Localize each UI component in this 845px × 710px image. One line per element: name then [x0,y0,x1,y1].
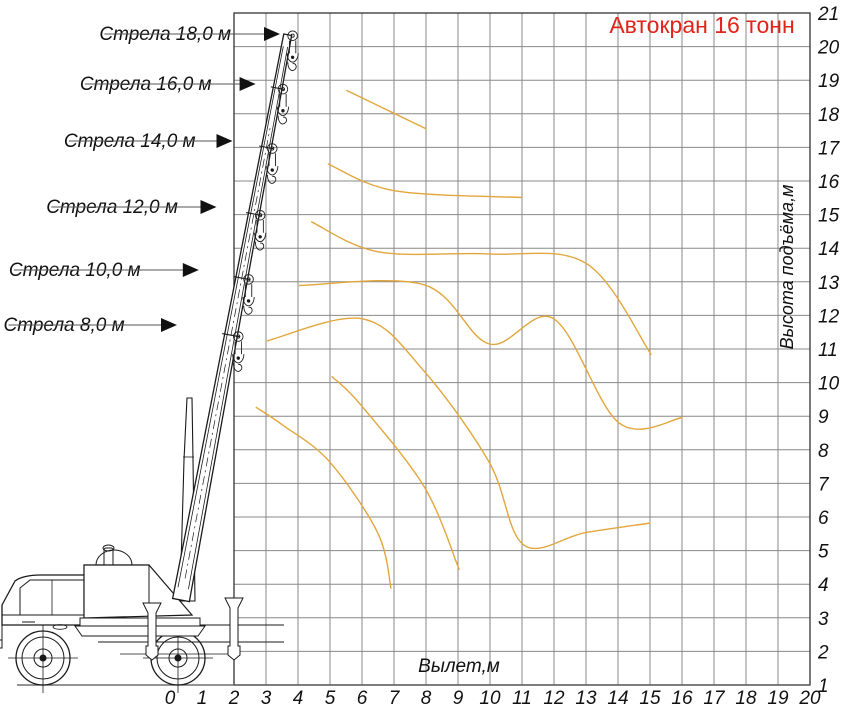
svg-text:9: 9 [453,688,464,709]
svg-text:7: 7 [818,474,830,495]
svg-text:5: 5 [325,688,336,709]
svg-text:14: 14 [818,239,839,260]
svg-text:Высота подъёма,м: Высота подъёма,м [777,185,797,350]
svg-text:6: 6 [818,508,829,529]
svg-text:4: 4 [293,688,304,709]
svg-text:6: 6 [357,688,368,709]
svg-text:15: 15 [818,206,840,227]
svg-text:8: 8 [421,688,432,709]
svg-text:16: 16 [818,172,840,193]
svg-text:19: 19 [818,71,840,92]
svg-text:18: 18 [818,105,840,126]
svg-text:5: 5 [818,542,829,563]
svg-text:13: 13 [575,688,597,709]
svg-text:15: 15 [639,688,661,709]
svg-text:19: 19 [767,688,789,709]
svg-text:4: 4 [818,575,829,596]
svg-text:14: 14 [607,688,628,709]
svg-text:11: 11 [818,340,838,361]
svg-text:8: 8 [818,441,829,462]
svg-text:0: 0 [165,688,176,709]
svg-text:17: 17 [818,138,841,159]
svg-text:13: 13 [818,273,840,294]
svg-text:1: 1 [818,676,829,697]
svg-text:3: 3 [261,688,272,709]
svg-text:2: 2 [228,688,240,709]
svg-text:10: 10 [479,688,501,709]
svg-text:12: 12 [543,688,565,709]
svg-text:1: 1 [197,688,208,709]
svg-text:7: 7 [389,688,401,709]
svg-text:9: 9 [818,407,829,428]
svg-text:Автокран 16 тонн: Автокран 16 тонн [609,12,794,38]
svg-text:20: 20 [817,38,840,59]
svg-text:18: 18 [735,688,757,709]
svg-text:17: 17 [703,688,726,709]
svg-text:10: 10 [818,374,840,395]
svg-text:16: 16 [671,688,693,709]
svg-text:11: 11 [512,688,532,709]
svg-text:12: 12 [818,306,840,327]
svg-text:2: 2 [817,642,829,663]
svg-text:21: 21 [817,4,839,25]
svg-text:Вылет,м: Вылет,м [418,656,500,677]
svg-text:3: 3 [818,609,829,630]
